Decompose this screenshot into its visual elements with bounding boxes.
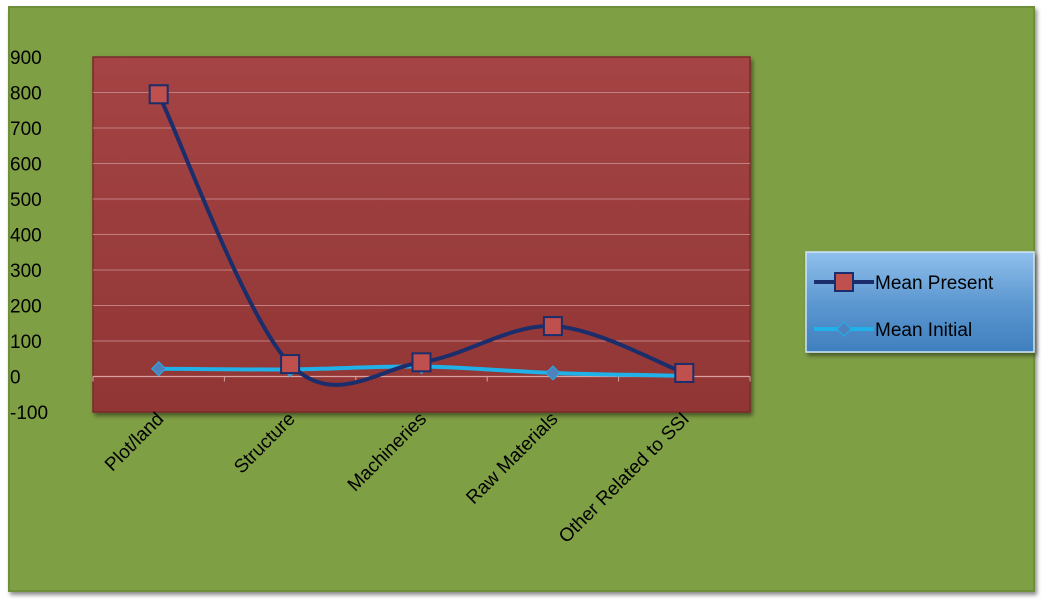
x-tick-label: Structure: [230, 409, 299, 478]
y-tick-label: 900: [10, 48, 42, 69]
y-tick-label: 600: [10, 155, 42, 176]
y-tick-label: 400: [10, 226, 42, 247]
series-marker-diamond: [836, 321, 852, 337]
legend-label: Mean Present: [875, 273, 994, 294]
series-line: [156, 92, 687, 387]
x-tick-label: Plot/land: [101, 409, 168, 476]
series-marker-diamond: [545, 365, 561, 381]
x-tick-label: Machineries: [344, 409, 431, 496]
series-marker-square: [411, 352, 432, 373]
series-marker-square: [674, 362, 695, 383]
series-marker-square: [148, 84, 169, 105]
series-marker-square: [280, 354, 301, 375]
y-tick-label: 500: [10, 190, 42, 211]
y-tick-label: -100: [10, 403, 48, 424]
x-tick-label: Raw Materials: [462, 409, 562, 509]
series-marker-square: [542, 316, 563, 337]
legend-label: Mean Initial: [875, 320, 972, 341]
series-marker-square: [834, 272, 854, 292]
x-tick-label: Other Related to SSI: [555, 409, 694, 548]
series-marker-diamond: [150, 360, 167, 377]
y-tick-label: 300: [10, 261, 42, 282]
y-tick-label: 800: [10, 84, 42, 105]
y-tick-label: 0: [10, 368, 21, 389]
y-tick-label: 100: [10, 332, 42, 353]
y-tick-label: 200: [10, 297, 42, 318]
y-tick-label: 700: [10, 119, 42, 140]
